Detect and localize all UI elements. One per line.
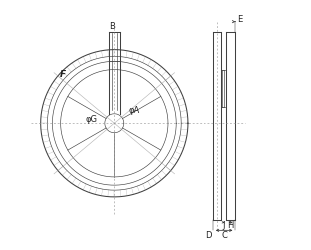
Text: B: B bbox=[109, 22, 115, 30]
Text: E: E bbox=[237, 14, 243, 24]
Text: φA: φA bbox=[128, 106, 139, 114]
Text: D: D bbox=[205, 230, 212, 239]
Text: H: H bbox=[227, 220, 234, 230]
Text: C: C bbox=[221, 230, 227, 239]
Text: J: J bbox=[222, 220, 225, 230]
Text: F: F bbox=[59, 70, 66, 78]
Text: φG: φG bbox=[86, 114, 98, 123]
